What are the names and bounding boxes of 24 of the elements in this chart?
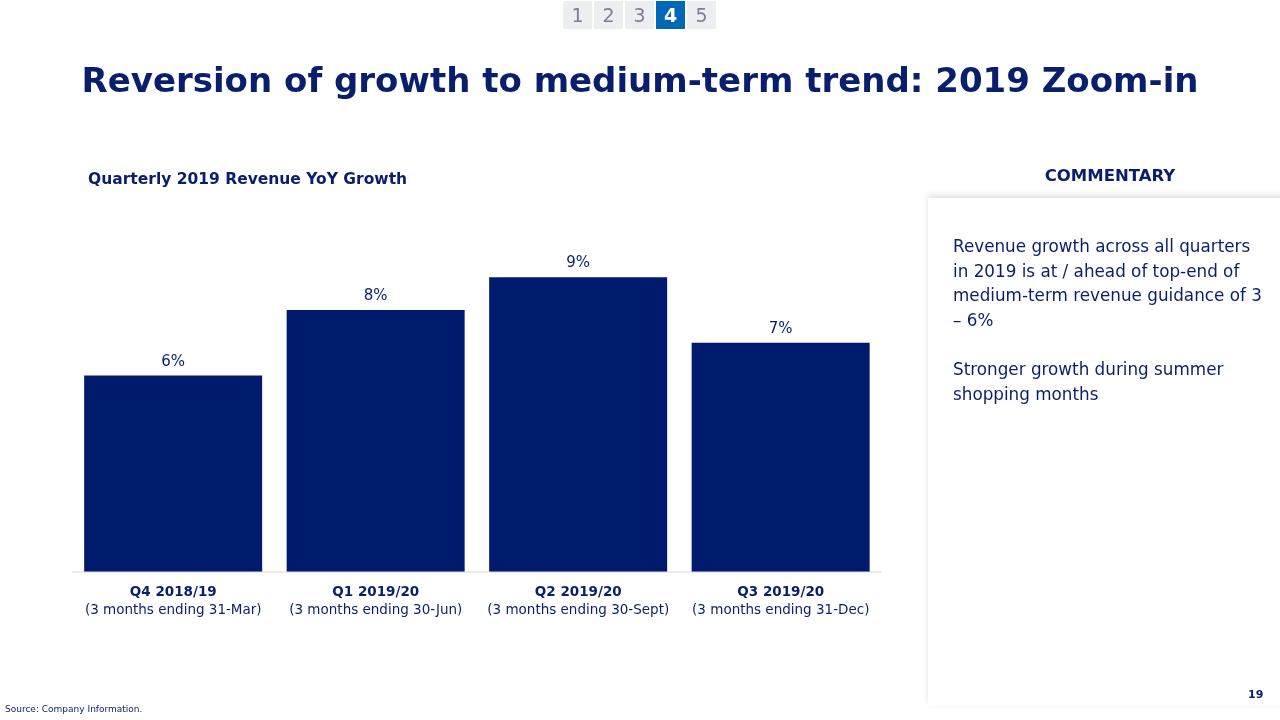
text: 2 bbox=[594, 1, 623, 29]
text: Revenue growth across all quarters in 2019 is at / ahead of top-end of medium-term revenue guidance of 3 – 6% bbox=[953, 235, 1263, 332]
data-label: 7% bbox=[768, 318, 793, 337]
bar bbox=[489, 277, 668, 572]
text: COMMENTARY bbox=[1043, 166, 1177, 185]
data-label: 6% bbox=[161, 351, 186, 370]
data-label: 8% bbox=[363, 286, 388, 305]
x-tick-label: Q3 2019/20 (3 months ending 31-Dec) bbox=[692, 583, 870, 617]
data-label: 9% bbox=[566, 253, 591, 272]
text: 5 bbox=[687, 1, 716, 29]
text: 19 bbox=[1248, 688, 1264, 701]
chart-title: Reversion of growth to medium-term trend: 2019 Zoom-in bbox=[80, 60, 1200, 100]
x-tick-label: Q2 2019/20 (3 months ending 30-Sept) bbox=[487, 583, 670, 617]
bar bbox=[84, 375, 263, 572]
source-note: Source: Company Information. bbox=[5, 704, 143, 714]
text: 3 bbox=[625, 1, 654, 29]
x-tick-label: Q4 2018/19 (3 months ending 31-Mar) bbox=[84, 583, 262, 617]
text: 1 bbox=[563, 1, 592, 29]
x-tick-label: Q1 2019/20 (3 months ending 30-Jun) bbox=[289, 583, 463, 617]
text: Stronger growth during summer shopping months bbox=[953, 358, 1225, 406]
text: 4 bbox=[656, 1, 685, 29]
chart-subtitle: Quarterly 2019 Revenue YoY Growth bbox=[88, 170, 408, 188]
bar bbox=[286, 310, 465, 572]
bar bbox=[691, 342, 870, 572]
